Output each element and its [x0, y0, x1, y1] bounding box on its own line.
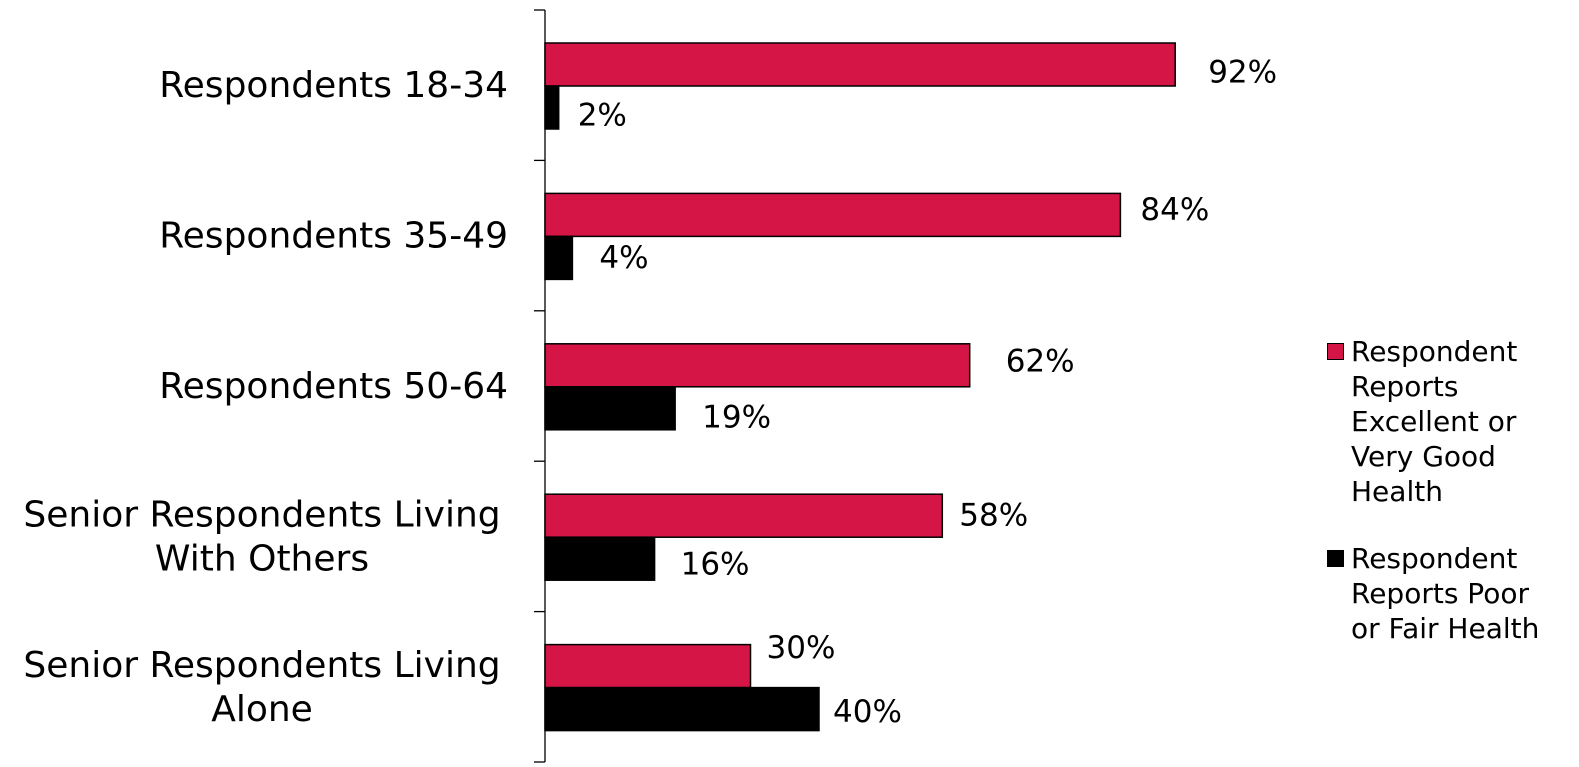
- bar-poor: [544, 686, 820, 732]
- bar-poor: [544, 235, 574, 281]
- category-label: Senior Respondents Living Alone: [23, 645, 500, 730]
- value-label-poor: 2%: [578, 98, 627, 134]
- legend-item-poor: Respondent Reports Poor or Fair Health: [1327, 541, 1567, 646]
- value-label-excellent: 84%: [1140, 192, 1209, 228]
- labels: Respondents 18-34 Respondents 35-49 Respon…: [23, 55, 1277, 731]
- category-label: Respondents 50-64: [159, 366, 508, 407]
- value-label-poor: 19%: [702, 399, 771, 435]
- legend-swatch-excellent: [1327, 343, 1344, 360]
- value-label-excellent: 58%: [959, 498, 1028, 534]
- category-label: Respondents 18-34: [159, 65, 508, 106]
- bar-poor: [544, 536, 656, 581]
- legend-label-excellent: Respondent Reports Excellent or Very Goo…: [1351, 335, 1518, 508]
- legend: Respondent Reports Excellent or Very Goo…: [1327, 334, 1567, 678]
- value-label-poor: 40%: [833, 694, 902, 730]
- bar-excellent: [544, 493, 944, 538]
- category-label: Senior Respondents Living With Others: [23, 494, 500, 579]
- legend-item-excellent: Respondent Reports Excellent or Very Goo…: [1327, 334, 1567, 509]
- category-axis: [534, 9, 546, 763]
- category-label: Respondents 35-49: [159, 216, 508, 257]
- value-label-excellent: 92%: [1208, 55, 1277, 91]
- legend-swatch-poor: [1327, 550, 1344, 567]
- value-label-excellent: 62%: [1006, 343, 1075, 379]
- value-label-poor: 16%: [681, 547, 750, 583]
- value-label-excellent: 30%: [767, 630, 836, 666]
- bar-excellent: [544, 343, 971, 388]
- legend-label-poor: Respondent Reports Poor or Fair Health: [1351, 542, 1540, 645]
- bar-excellent: [544, 192, 1122, 238]
- value-label-poor: 4%: [599, 240, 648, 276]
- bar-excellent: [544, 42, 1176, 87]
- bar-poor: [544, 85, 560, 130]
- bar-excellent: [544, 643, 752, 689]
- bar-poor: [544, 386, 676, 431]
- bars: [544, 42, 1176, 732]
